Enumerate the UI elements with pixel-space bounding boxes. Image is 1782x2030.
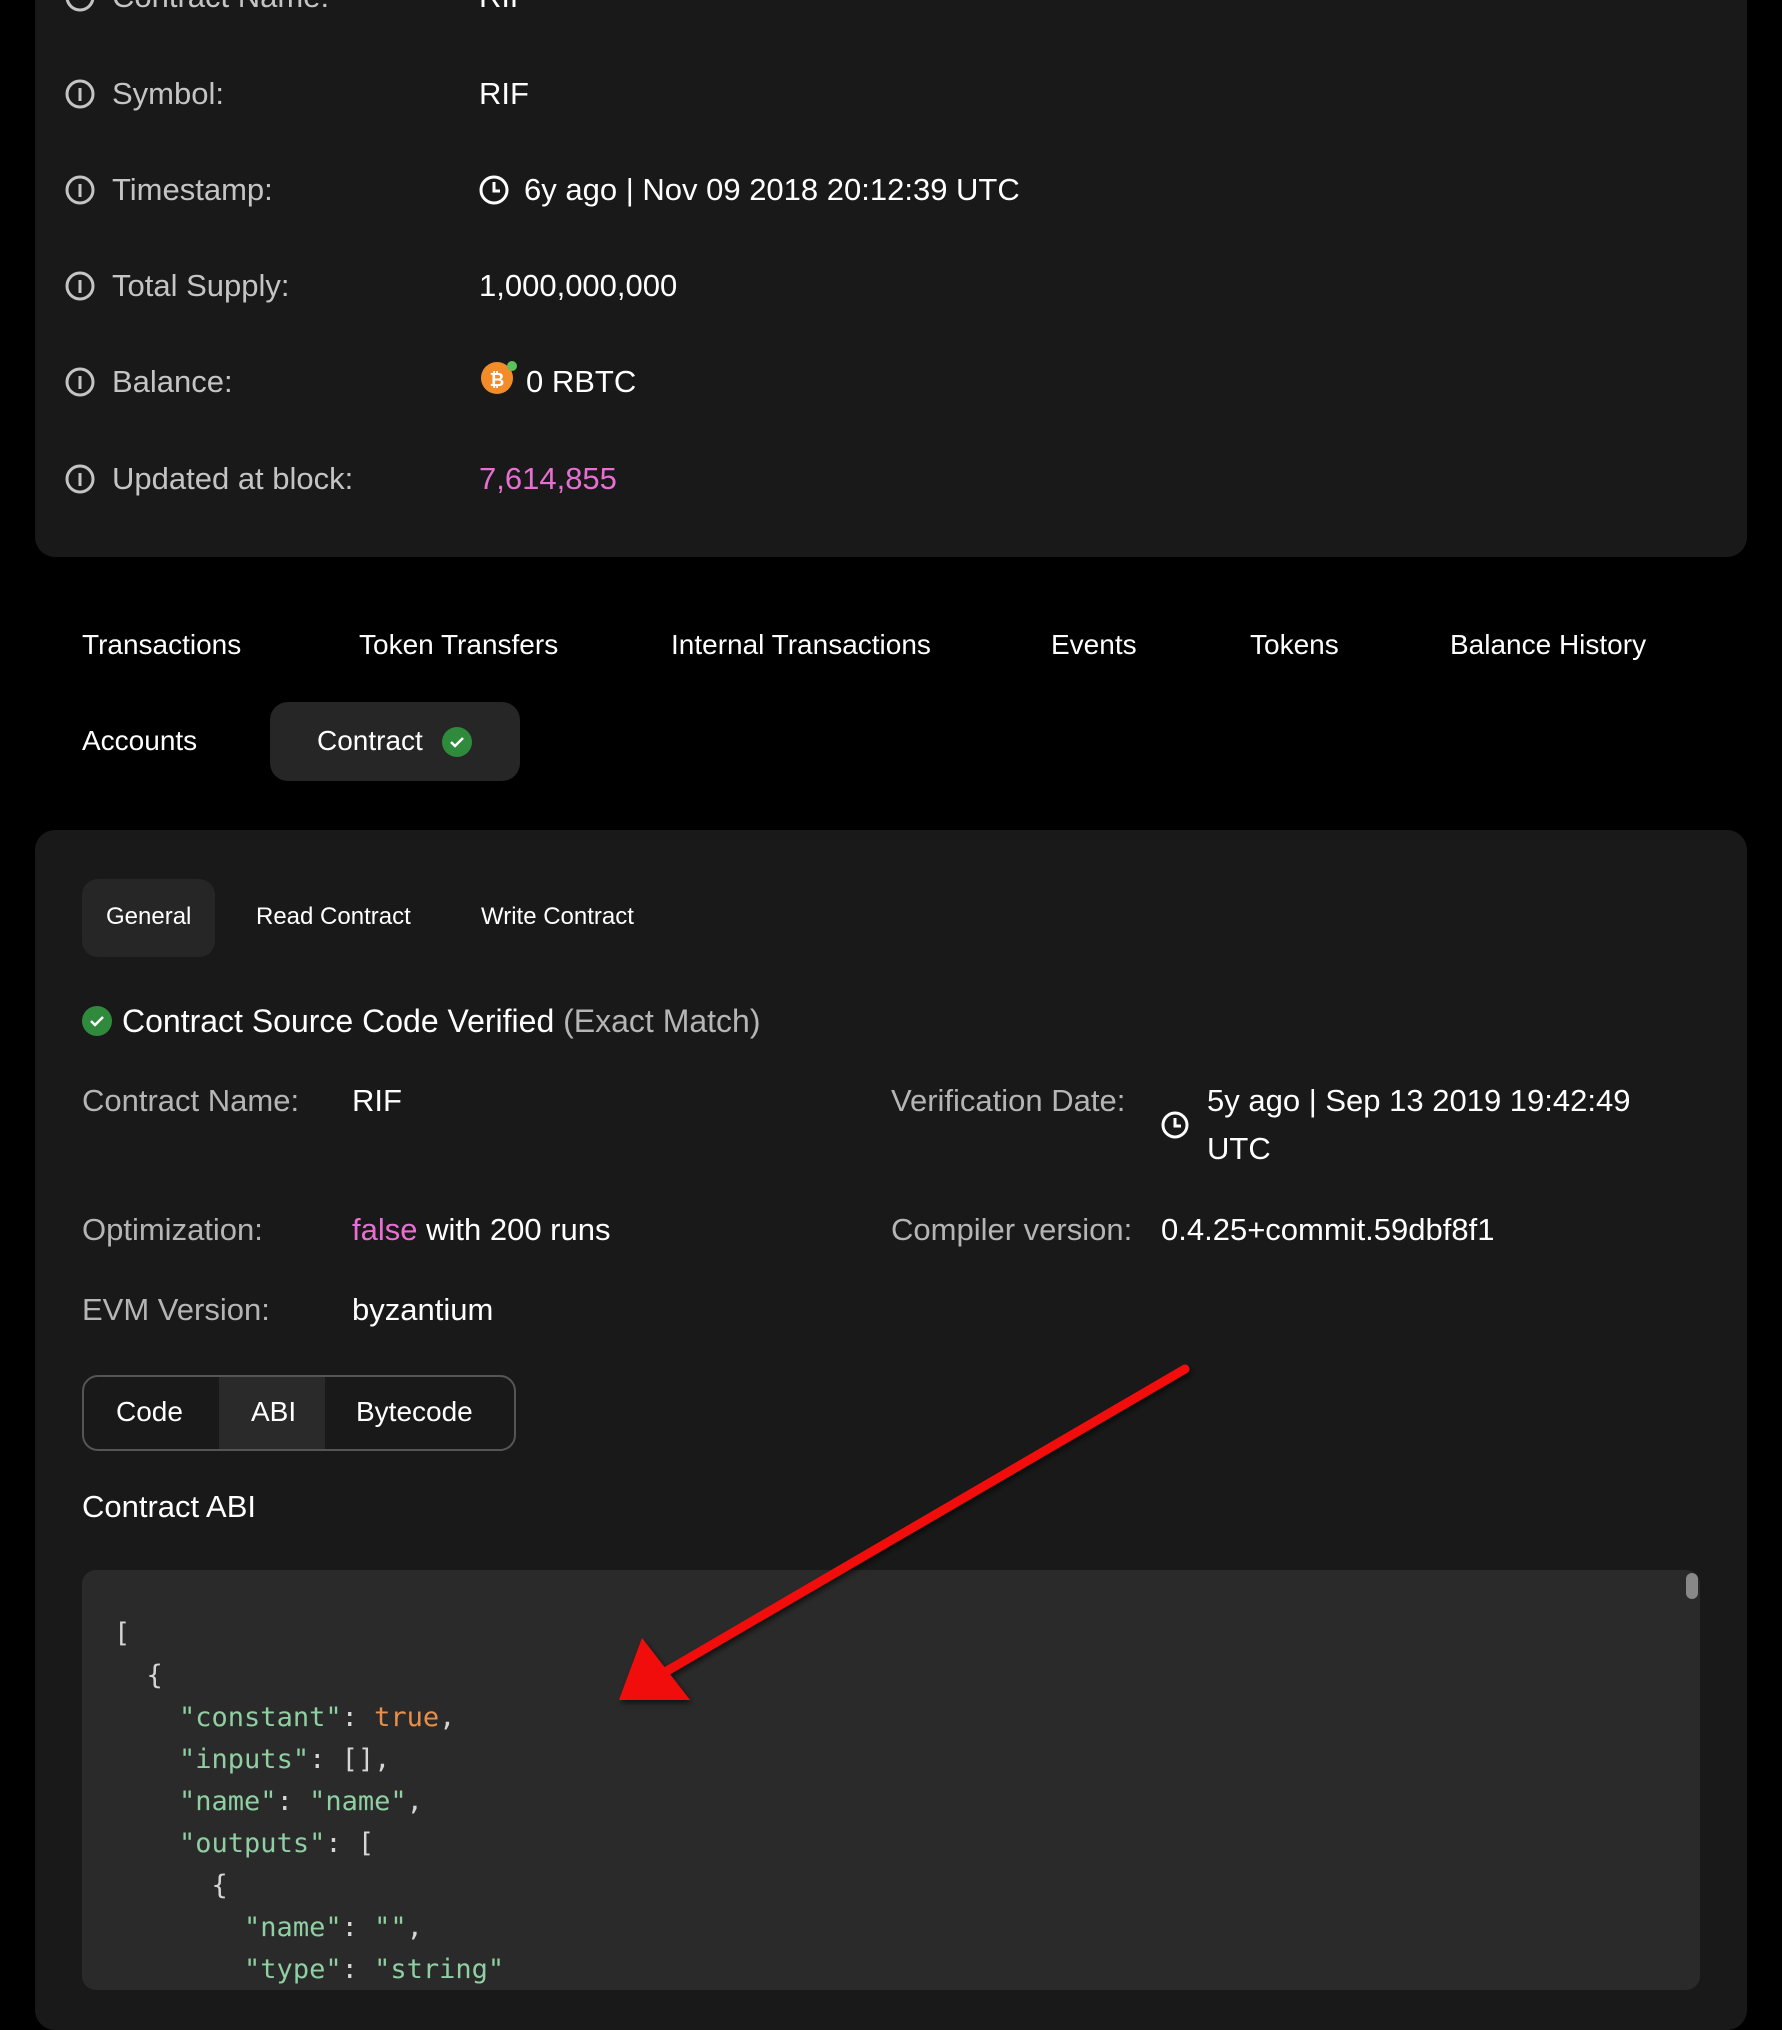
- verified-icon: [82, 1006, 112, 1036]
- subtab-active-bg: [82, 879, 215, 957]
- optimization-value: false: [352, 1212, 418, 1247]
- code-tab[interactable]: ABI: [251, 1396, 297, 1427]
- verified-match: (Exact Match): [563, 1003, 761, 1039]
- tab[interactable]: Balance History: [1450, 629, 1647, 660]
- detail-value: 0 RBTC: [526, 364, 637, 399]
- annotation-arrow: [619, 1364, 1190, 1700]
- code-line: [: [114, 1618, 131, 1649]
- detail-label: Updated at block:: [112, 461, 354, 496]
- code-tab[interactable]: Bytecode: [356, 1396, 473, 1427]
- subtab[interactable]: Read Contract: [256, 903, 411, 930]
- code-line: "outputs": [: [179, 1828, 375, 1859]
- subtab[interactable]: Write Contract: [481, 903, 634, 930]
- code-line: {: [114, 1660, 163, 1691]
- verified-line: Contract Source Code Verified (Exact Mat…: [122, 1001, 761, 1041]
- active-tab-bg: [270, 702, 520, 781]
- info-label: EVM Version:: [82, 1292, 270, 1327]
- verified-icon: [442, 727, 472, 757]
- detail-label: Contract Name:: [112, 0, 329, 17]
- block-link[interactable]: 7,614,855: [479, 461, 617, 496]
- detail-icons: ₿: [65, 0, 517, 494]
- info-label: Contract Name:: [82, 1083, 300, 1118]
- code-tabs: [82, 1375, 516, 1451]
- optimization-runs: with 200 runs: [426, 1212, 611, 1247]
- page: ₿ Contract Name: RIF Symbol: RIF Timesta…: [35, 0, 1747, 2030]
- tab[interactable]: Accounts: [82, 725, 198, 756]
- code-block: [ { "constant": true, "inputs": [], "nam…: [82, 1570, 1700, 1990]
- tab[interactable]: Internal Transactions: [671, 629, 931, 660]
- info-value: byzantium: [352, 1292, 494, 1327]
- info-value: 5y ago | Sep 13 2019 19:42:49 UTC: [1207, 1083, 1631, 1166]
- tab[interactable]: Contract: [317, 725, 423, 756]
- code-tab[interactable]: Code: [116, 1396, 183, 1427]
- detail-label: Timestamp:: [112, 172, 273, 207]
- detail-value: RIF: [479, 0, 529, 17]
- detail-label: Balance:: [112, 364, 233, 399]
- details-card: [35, 0, 1747, 557]
- code-line: "name": "name",: [179, 1786, 423, 1817]
- code-line: "constant": true,: [179, 1702, 456, 1733]
- svg-text:₿: ₿: [490, 370, 505, 390]
- code-line: "inputs": [],: [179, 1744, 391, 1775]
- tab[interactable]: Transactions: [82, 629, 242, 660]
- abi-title: Contract ABI: [82, 1489, 257, 1524]
- info-label: Compiler version:: [891, 1212, 1133, 1247]
- detail-value: 1,000,000,000: [479, 268, 678, 303]
- info-value: false with 200 runs: [352, 1206, 611, 1254]
- info-value: 0.4.25+commit.59dbf8f1: [1161, 1212, 1495, 1247]
- info-value: RIF: [352, 1083, 402, 1118]
- detail-value: RIF: [479, 76, 529, 111]
- tab[interactable]: Tokens: [1250, 629, 1339, 660]
- detail-label: Symbol:: [112, 76, 224, 111]
- subtab[interactable]: General: [106, 903, 192, 930]
- detail-label: Total Supply:: [112, 268, 290, 303]
- verified-text: Contract Source Code Verified: [122, 1003, 555, 1039]
- clock-icon: [1161, 1111, 1189, 1139]
- info-label: Verification Date:: [891, 1083, 1126, 1118]
- code-line: "name": "",: [244, 1912, 423, 1943]
- detail-value: 6y ago | Nov 09 2018 20:12:39 UTC: [524, 172, 1020, 207]
- tab[interactable]: Events: [1051, 629, 1137, 660]
- info-label: Optimization:: [82, 1212, 263, 1247]
- code-tab-active-bg: [219, 1377, 325, 1449]
- code-line: {: [114, 1870, 228, 1901]
- tab[interactable]: Token Transfers: [359, 629, 559, 660]
- scrollbar: [1686, 1573, 1698, 1599]
